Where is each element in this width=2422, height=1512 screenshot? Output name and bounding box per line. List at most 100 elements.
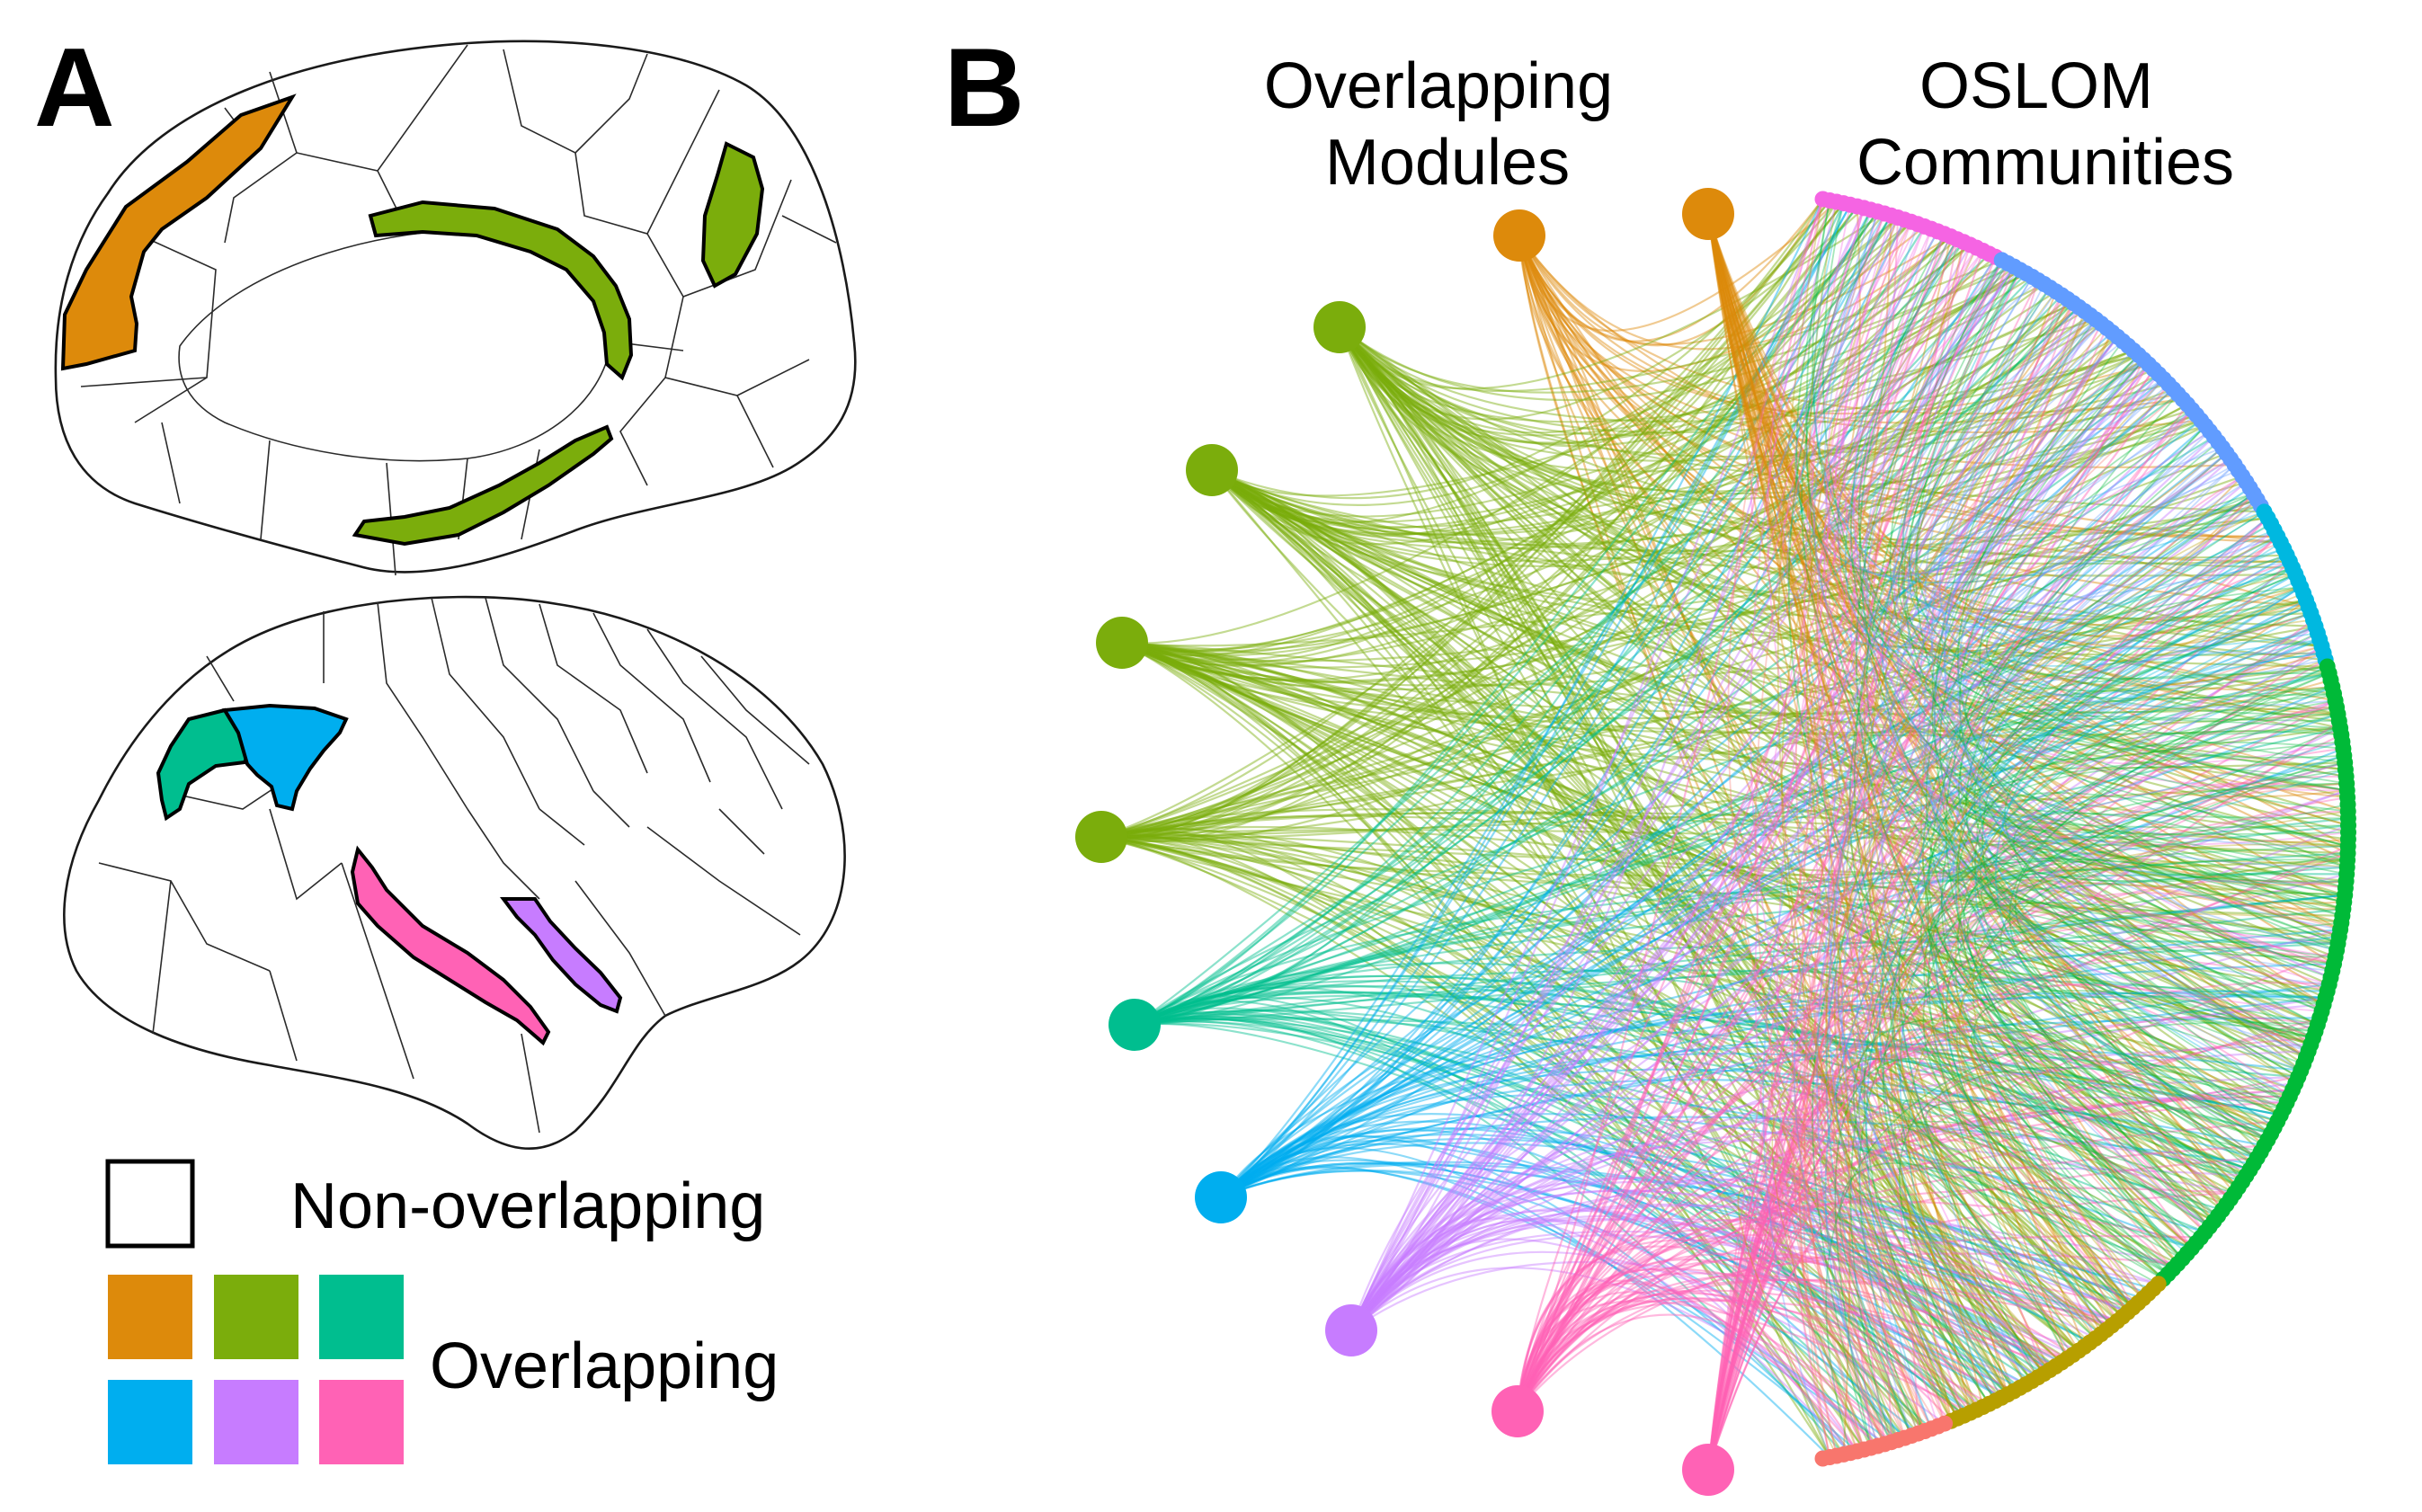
edge-green-3 xyxy=(1121,642,2311,1045)
edge-green-3 xyxy=(1121,641,2102,1336)
community-spoke xyxy=(1838,573,2296,1417)
edge-orange xyxy=(1518,235,2244,1182)
edge-green-2 xyxy=(1211,468,2045,1374)
edge-green-2 xyxy=(1211,469,2326,662)
edge-green-1 xyxy=(1339,326,2239,1188)
community-spoke xyxy=(1971,586,2343,819)
edge-green-2 xyxy=(1211,469,2097,1339)
edge-green-1 xyxy=(1339,326,2307,1059)
edge-green-4 xyxy=(1100,829,2348,855)
edge-purple xyxy=(1350,1082,2296,1331)
community-spoke xyxy=(1823,218,2144,1299)
community-spoke xyxy=(2019,726,2347,792)
edge-green-2 xyxy=(1211,200,1838,500)
edge-blue xyxy=(1220,1053,2282,1198)
edge-green-3 xyxy=(1121,641,2258,1159)
edge-green-2 xyxy=(1211,469,2193,1250)
community-spoke xyxy=(1852,223,2258,633)
edge-green-3 xyxy=(1121,641,2349,840)
edge-green-3 xyxy=(1121,641,2215,1223)
community-spoke xyxy=(1892,1125,2164,1339)
edge-teal xyxy=(1134,1012,2091,1344)
edge-green-3 xyxy=(1121,641,2008,1395)
community-spoke xyxy=(1794,213,2265,584)
edge-blue xyxy=(1220,1143,2027,1385)
edge-green-3 xyxy=(1121,212,1885,655)
edge-blue xyxy=(1220,573,2296,1198)
edge-green-3 xyxy=(1121,642,2328,720)
edge-pink xyxy=(1517,949,2337,1412)
edge-green-2 xyxy=(1211,323,2102,544)
community-spoke xyxy=(1969,499,2291,610)
community-spoke xyxy=(1805,209,2348,813)
edge-pink xyxy=(1516,1279,1858,1453)
edge-purple xyxy=(1350,789,2348,1331)
community-spoke xyxy=(1846,1075,2102,1374)
edge-teal xyxy=(1134,1022,2133,1309)
edge-blue xyxy=(1220,935,2339,1198)
edge-orange-end xyxy=(1707,213,1953,1421)
edge-orange xyxy=(1518,200,1838,333)
edge-green-3 xyxy=(1121,641,2009,1395)
edge-green-4 xyxy=(1100,210,1879,839)
edge-pink xyxy=(1516,1200,2197,1412)
community-spoke xyxy=(1955,645,2322,1309)
edge-green-3 xyxy=(1121,642,2337,716)
community-spoke xyxy=(1776,236,1952,1458)
edge-green-4 xyxy=(1100,834,2275,1129)
edge-green-3 xyxy=(1121,498,2258,691)
edge-pink xyxy=(1517,1192,2235,1412)
module-node-purple xyxy=(1325,1304,1377,1356)
legend-sky-blue-swatch xyxy=(108,1380,192,1464)
edge-teal xyxy=(1134,974,2250,1171)
edge-orange-end xyxy=(1707,213,2179,1265)
edge-orange xyxy=(1518,235,2309,608)
edge-green-1 xyxy=(1339,326,2169,462)
edge-purple xyxy=(1350,363,2150,1331)
edge-pink xyxy=(1516,1278,2118,1412)
community-spoke xyxy=(1902,287,2341,735)
edge-pink-end xyxy=(1707,280,2040,1471)
edge-pink xyxy=(1516,1300,1972,1414)
edge-purple xyxy=(1350,1217,2074,1356)
module-node-green-3 xyxy=(1096,617,1148,669)
edge-green-2 xyxy=(1211,469,1873,1449)
edge-purple xyxy=(1350,1250,1946,1425)
community-spoke xyxy=(1750,200,1972,1414)
community-spoke xyxy=(1892,541,2282,1335)
edge-blue xyxy=(1220,963,2335,1198)
edge-teal xyxy=(1134,1018,1972,1414)
edge-green-3 xyxy=(1121,641,2311,1045)
community-spoke xyxy=(1941,373,2326,696)
legend-non-overlapping-label: Non-overlapping xyxy=(290,1170,765,1242)
edge-pink-end xyxy=(1707,359,2145,1471)
community-spoke xyxy=(1972,843,2348,1294)
edge-blue xyxy=(1220,1137,2149,1294)
edge-green-1 xyxy=(1339,326,2027,1385)
edge-green-3 xyxy=(1121,642,2338,734)
edge-pink xyxy=(1516,1187,2235,1412)
edge-green-2 xyxy=(1211,217,1899,524)
community-spoke xyxy=(1946,769,2346,1309)
edge-orange xyxy=(1518,198,1824,347)
edge-orange-end xyxy=(1707,213,2338,716)
edge-purple xyxy=(1350,318,2097,1331)
edge-pink-end xyxy=(1707,327,2108,1471)
edge-green-1 xyxy=(1339,326,2015,1392)
community-spoke xyxy=(1812,741,2344,1448)
community-spoke xyxy=(1940,858,2346,1165)
community-spoke xyxy=(1899,638,2320,1399)
edge-purple xyxy=(1350,336,2119,1331)
community-spoke xyxy=(2001,586,2346,843)
community-spoke xyxy=(1850,233,2333,972)
community-spoke xyxy=(1821,228,1932,579)
edge-pink-end xyxy=(1707,1045,2118,1471)
edge-green-1 xyxy=(1339,326,2296,1085)
community-spoke xyxy=(1853,221,2329,985)
edge-green-1 xyxy=(1339,326,2134,1309)
edge-green-4 xyxy=(1100,202,1845,839)
module-node-pink-end xyxy=(1682,1444,1734,1496)
edge-purple xyxy=(1350,517,2269,1331)
edge-purple xyxy=(1350,493,2255,1331)
edge-pink-end xyxy=(1707,706,2337,1471)
